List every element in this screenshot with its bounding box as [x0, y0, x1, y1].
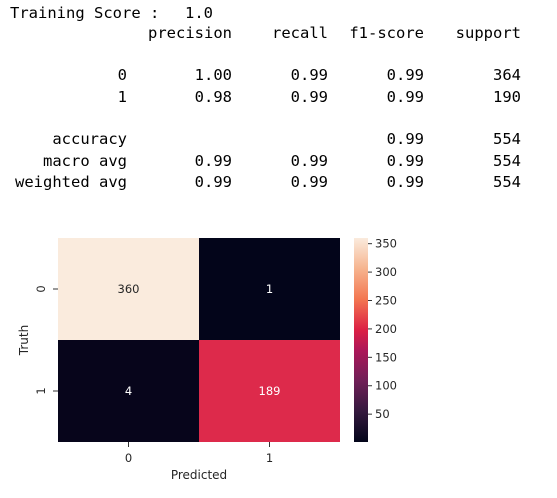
report-cell: 554	[493, 152, 521, 170]
y-tick-label: 0	[34, 285, 48, 292]
report-cell: 554	[493, 173, 521, 191]
colorbar-tick-label: 300	[375, 265, 397, 279]
colorbar	[354, 238, 368, 442]
colorbar-tick-label: 250	[375, 294, 397, 308]
header-precision: precision	[148, 24, 232, 42]
colorbar-tick-label: 50	[375, 407, 390, 421]
report-cell: 0.99	[290, 173, 328, 191]
report-cell: 0.99	[290, 88, 328, 106]
report-cell: 0.99	[386, 173, 424, 191]
header-support: support	[455, 24, 521, 42]
report-cell: 554	[493, 130, 521, 148]
report-cell: 0.99	[386, 152, 424, 170]
report-cell: 190	[493, 88, 521, 106]
header-recall: recall	[272, 24, 328, 42]
heatmap-cell	[199, 340, 340, 442]
heatmap-cell	[58, 238, 199, 340]
report-row-label: macro avg	[43, 152, 127, 170]
header-f1-score: f1-score	[349, 24, 424, 42]
colorbar-tick-label: 100	[375, 379, 397, 393]
report-cell: 364	[493, 66, 521, 84]
colorbar-tick-label: 200	[375, 322, 397, 336]
report-cell: 0.99	[290, 152, 328, 170]
report-row-label: 0	[117, 66, 127, 84]
report-row-label: weighted avg	[15, 173, 127, 191]
heatmap-cell-label: 360	[118, 282, 140, 296]
colorbar-tick-label: 350	[375, 237, 397, 251]
colorbar-tick-label: 150	[375, 350, 397, 364]
report-cell: 0.99	[194, 173, 232, 191]
report-cell: 0.99	[386, 88, 424, 106]
y-axis-title: Truth	[17, 325, 31, 356]
heatmap-cell-label: 189	[259, 384, 281, 398]
report-cell: 0.98	[194, 88, 232, 106]
report-cell: 0.99	[386, 66, 424, 84]
report-cell: 0.99	[290, 66, 328, 84]
y-tick-label: 1	[34, 387, 48, 394]
report-cell: 0.99	[386, 130, 424, 148]
x-tick-label: 0	[125, 451, 132, 465]
heatmap-cell-label: 4	[125, 384, 132, 398]
x-tick-label: 1	[266, 451, 273, 465]
report-row-label: accuracy	[52, 130, 127, 148]
training-score-value: 1.0	[185, 4, 213, 22]
x-axis-title: Predicted	[171, 468, 227, 482]
training-score-label: Training Score :	[10, 4, 160, 22]
report-row-label: 1	[117, 88, 127, 106]
heatmap-cell	[58, 340, 199, 442]
heatmap-cell-label: 1	[266, 282, 273, 296]
report-cell: 0.99	[194, 152, 232, 170]
report-cell: 1.00	[194, 66, 232, 84]
heatmap-cell	[199, 238, 340, 340]
